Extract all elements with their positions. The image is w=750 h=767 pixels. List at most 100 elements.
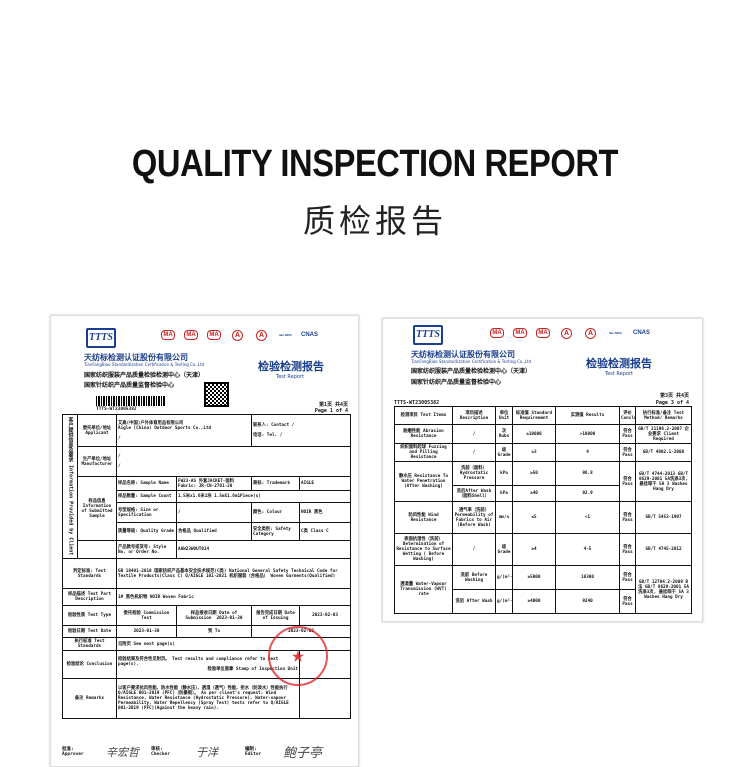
cnas-mark-icon: CNAS xyxy=(633,330,651,336)
issuing-date: 2023-02-03 xyxy=(299,605,352,626)
grade-label: 质量等级: Quality Grade xyxy=(116,522,177,541)
report-page-3: TTTS MA MA MA A A ilac-MRA CNAS 天纺标检测认证股… xyxy=(382,318,703,622)
editor-label: 编制: Editor xyxy=(245,747,262,757)
test-type-label: 检验性质 Test Type xyxy=(62,605,117,626)
cell-method: GB/T 4802.1-2008 xyxy=(635,443,692,462)
remarks-value: 以客户要求抗风性能、防水性能（静水压）、透湿（透气）性能、拒水（防泼水）性能执行… xyxy=(115,678,301,719)
conclusion-value: 检验结果及符合性见附页。 Test results and compliance… xyxy=(118,657,279,667)
sample-name-label: 样品名称: Sample Name xyxy=(116,476,177,491)
test-part-label: 样品描述 Test Part Description xyxy=(62,588,117,606)
cell-concl: 符合 Pass xyxy=(619,424,636,444)
company-name-cn: 天纺标检测认证股份有限公司 xyxy=(411,350,515,359)
cell-std: ≥4000 xyxy=(512,589,556,614)
sample-name-value: FW23-AS 外套JACKET-面料Fabric: JR-CN-2701-20 xyxy=(175,476,253,491)
cell-std: ≥50 xyxy=(512,461,556,486)
cal-mark-icon: A xyxy=(561,328,572,339)
cma-mark-icon: MA xyxy=(490,328,504,338)
cell-result: >10000 xyxy=(555,424,620,444)
report-title-en: Test Report xyxy=(276,374,305,380)
cell-method: GB/T 12704.2-2009 B法 GB/T 8629-2001 5A洗涤… xyxy=(635,565,692,614)
cell-concl: 符合 Pass xyxy=(619,501,636,534)
report-page-1: TTTS MA MA MA A A ilac-MRA CNAS 天纺标检测认证股… xyxy=(50,315,359,767)
contact-label: 联系人: Contact xyxy=(253,423,290,428)
page-en: Page 3 of 4 xyxy=(655,400,689,406)
exec-standard-label: 执行标准 Test Standards xyxy=(62,637,117,651)
col-conclusion: 评价 Conclusions xyxy=(619,406,636,425)
cma-mark-icon: MA xyxy=(536,328,550,338)
col-results: 实测值 Results xyxy=(555,406,620,425)
cell-method: GB/T 5453-1997 xyxy=(635,501,692,534)
applicant-label: 委托单位/地址 Applicant xyxy=(77,414,117,447)
approver-signature: 辛宏哲 xyxy=(106,746,139,759)
cell-result: 4 xyxy=(555,443,620,462)
qr-code xyxy=(204,382,229,407)
tel-value: / xyxy=(279,433,283,438)
cell-result: 10300 xyxy=(555,565,620,590)
cell-concl: 符合 Pass xyxy=(619,533,636,566)
cell-desc: / xyxy=(452,424,496,444)
company-name-cn: 天纺标检测认证股份有限公司 xyxy=(84,353,188,362)
results-table: 检测项目 Test Items 项目描述 Description 单位 Unit… xyxy=(394,406,692,614)
safety-label: 安全类别: Safety Category xyxy=(251,522,301,541)
cma-mark-icon: MA xyxy=(184,330,198,340)
cell-unit: 次 Rubs xyxy=(495,424,513,444)
report-title-cn: 检验检测报告 xyxy=(586,357,652,370)
safety-value: C类 Class C xyxy=(299,522,352,541)
center-name-2: 国家针纺织产品质量监督检验中心 xyxy=(84,382,175,389)
manufacturer-address: / xyxy=(118,464,121,469)
standards-value: GB 18401-2010 国家纺织产品基本安全技术规范(C类) Nationa… xyxy=(115,558,352,589)
cell-desc: 洗后 After Wash xyxy=(452,589,496,614)
cell-std: ≤5 xyxy=(512,501,556,534)
col-test-items: 检测项目 Test Items xyxy=(394,406,453,425)
cma-mark-icon: MA xyxy=(513,328,527,338)
ilac-mark-icon: ilac-MRA xyxy=(609,331,622,335)
page-subtitle: 质检报告 xyxy=(302,202,447,240)
cell-result: 96.8 xyxy=(555,461,620,486)
cell-desc: 洗后After Wash （面料Shell） xyxy=(452,485,496,502)
cell-item: 织织面料起球 Fuzzing and Pilling Resistance xyxy=(394,443,453,462)
cell-std: ≥5000 xyxy=(512,565,556,590)
page-cn: 第3页 共4页 xyxy=(659,393,689,399)
cell-result: 4-5 xyxy=(555,533,620,566)
cell-method: GB/T 4744-2013 GB/T 8629-2001 5A洗涤3次, 悬挂… xyxy=(635,461,692,502)
trademark-value: AIGLE xyxy=(299,476,352,491)
company-name-en: TianFangBiao Standardization Certificati… xyxy=(84,362,205,367)
ttts-logo: TTTS xyxy=(413,325,443,345)
trademark-label: 商标: Trademark xyxy=(251,476,301,491)
cell-std: ≥3 xyxy=(512,443,556,462)
standards-label: 判定标准: Test Standards xyxy=(62,558,117,589)
style-value: AAW23WOUT014 xyxy=(175,540,352,559)
stamp-label: 检验单位盖章 Stamp of Inspection Unit xyxy=(207,667,299,672)
cell-method: GB/T 21196.2-2007 企业要求 Client Required xyxy=(635,424,692,444)
submission-date: 2023-01-30 xyxy=(216,615,243,621)
cell-unit: kPa xyxy=(495,485,513,502)
size-value: / xyxy=(175,502,253,523)
colour-value: NOIR 黑色 xyxy=(299,502,352,523)
table-row: 静水压 Resistance To Water Penetration (Aft… xyxy=(394,461,692,502)
checker-label: 审核: Checker xyxy=(151,747,170,757)
colour-label: 颜色: Colour xyxy=(251,502,301,523)
cnas-mark-icon: CNAS xyxy=(301,332,319,338)
cell-unit: 级 Grade xyxy=(495,533,513,566)
grade-value: 合格品 Qualified xyxy=(175,522,253,541)
style-label: 产品款号或货号: Style No. or Order No. xyxy=(116,540,177,559)
cell-unit: g/(m²·24h) xyxy=(495,589,513,614)
cell-desc: 透气率（洗前） Permeability of Fabrics to Air (… xyxy=(452,501,496,534)
cma-mark-icon: MA xyxy=(161,330,175,340)
ilac-mark-icon: ilac-MRA xyxy=(279,333,292,337)
page-title: QUALITY INSPECTION REPORT xyxy=(131,143,619,185)
contact-value: / xyxy=(291,423,295,428)
cma-mark-icon: MA xyxy=(207,330,221,340)
manufacturer-value: / xyxy=(118,454,121,459)
report-title-cn: 检验检测报告 xyxy=(258,360,324,373)
cell-method: GB/T 4745-2012 xyxy=(635,533,692,566)
cell-concl: 符合 Pass xyxy=(619,461,636,502)
remarks-label: 备注 Remarks xyxy=(62,678,117,719)
cell-unit: mm/s xyxy=(495,501,513,534)
company-name-en: TianFangBiao Standardization Certificati… xyxy=(411,359,532,364)
inspection-stamp-icon: ★ xyxy=(268,626,328,686)
test-part-value: 1# 黑色机织物 NOIR Woven Fabric xyxy=(115,588,352,606)
applicant-cn: 艾高(中国)户外体育用品有限公司 xyxy=(118,420,184,426)
sample-count-value: 1.5米x1.6米1块 1.5mX1.6m1Piece(s) xyxy=(175,490,352,503)
